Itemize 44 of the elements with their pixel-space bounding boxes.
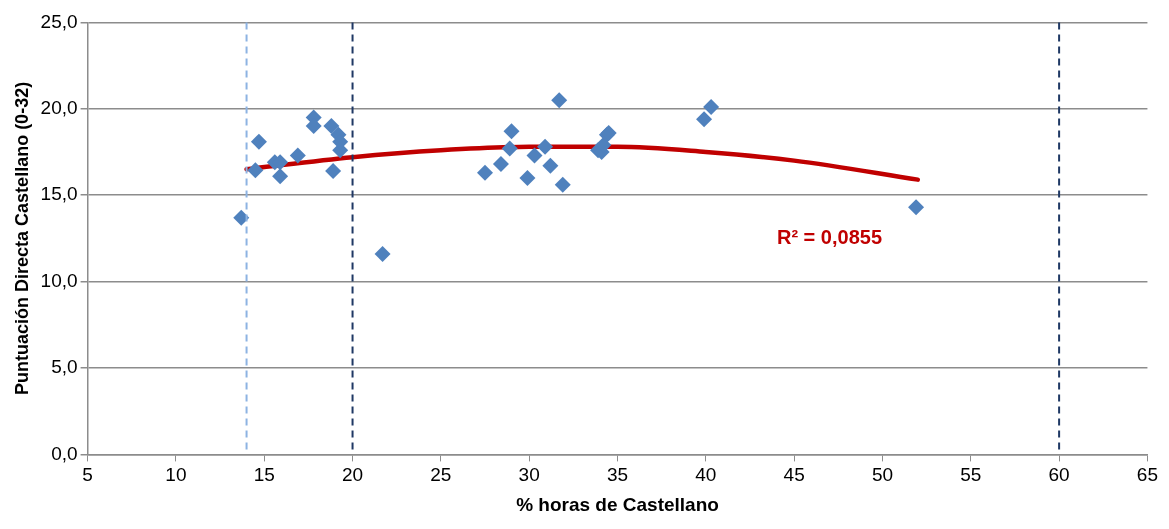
x-tick-label: 35 bbox=[606, 464, 629, 486]
x-tick-label: 40 bbox=[695, 464, 717, 486]
point bbox=[289, 147, 306, 164]
x-tick-label: 60 bbox=[1048, 464, 1070, 486]
y-tick-label: 0,0 bbox=[51, 442, 78, 464]
point bbox=[272, 168, 289, 185]
y-tick-label: 5,0 bbox=[51, 356, 78, 378]
point bbox=[250, 133, 267, 150]
point bbox=[542, 157, 559, 174]
point bbox=[526, 147, 543, 164]
x-tick-label: 10 bbox=[165, 464, 187, 486]
x-tick-label: 30 bbox=[518, 464, 540, 486]
x-tick-label: 55 bbox=[960, 464, 982, 486]
line-series bbox=[244, 144, 921, 182]
point bbox=[703, 99, 720, 116]
x-tick-label: 20 bbox=[341, 464, 364, 486]
point bbox=[501, 140, 518, 157]
y-tick-label: 15,0 bbox=[40, 183, 78, 205]
point bbox=[247, 162, 264, 179]
point bbox=[325, 163, 342, 180]
point bbox=[477, 164, 494, 181]
point bbox=[908, 199, 925, 216]
x-tick-label: 65 bbox=[1136, 464, 1158, 486]
point bbox=[519, 169, 536, 186]
point bbox=[323, 118, 340, 135]
y-tick-label: 20,0 bbox=[40, 97, 78, 119]
point bbox=[503, 123, 520, 140]
point bbox=[374, 245, 391, 262]
x-tick-label: 45 bbox=[783, 464, 805, 486]
annotation: R² = 0,0855 bbox=[776, 225, 883, 248]
point bbox=[233, 209, 250, 226]
point bbox=[551, 92, 568, 109]
y-tick-label: 25,0 bbox=[40, 10, 78, 32]
x-tick-label: 50 bbox=[871, 464, 894, 486]
point bbox=[554, 176, 571, 193]
x-tick-label: 25 bbox=[430, 464, 452, 486]
y-tick-label: 10,0 bbox=[40, 269, 78, 291]
point bbox=[492, 156, 509, 173]
x-tick-label: 5 bbox=[82, 464, 93, 486]
x-axis-title: % horas de Castellano bbox=[516, 493, 719, 515]
x-tick-label: 15 bbox=[253, 464, 275, 486]
point bbox=[537, 138, 554, 155]
point bbox=[696, 111, 713, 128]
y-axis-title: Puntuación Directa Castellano (0-32) bbox=[11, 81, 32, 395]
